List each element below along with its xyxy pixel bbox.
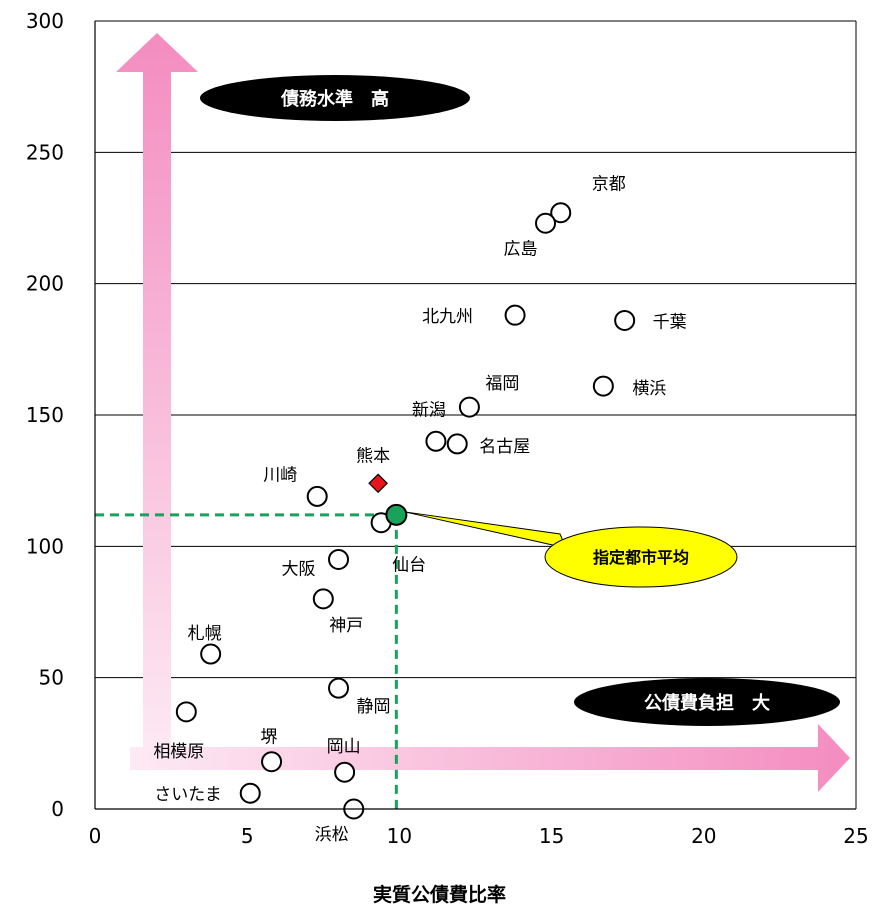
data-point xyxy=(614,309,636,331)
data-point-label: 仙台 xyxy=(392,556,426,576)
data-point-label: 岡山 xyxy=(327,737,361,757)
annotation-oval xyxy=(200,75,470,121)
x-tick-label: 5 xyxy=(241,824,254,848)
y-tick-label: 0 xyxy=(51,797,64,821)
average-callout xyxy=(544,526,738,588)
data-point xyxy=(328,548,350,570)
data-point-label: 川崎 xyxy=(263,465,297,485)
data-point-label: 神戸 xyxy=(329,616,363,636)
data-point-label: 京都 xyxy=(592,175,626,195)
data-point-label: 新潟 xyxy=(412,400,446,420)
data-point xyxy=(306,485,328,507)
x-tick-label: 15 xyxy=(539,824,564,848)
data-point-label: 大阪 xyxy=(282,559,316,579)
x-tick-label: 20 xyxy=(691,824,716,848)
data-point xyxy=(334,761,356,783)
data-point xyxy=(261,751,283,773)
data-point-label: 北九州 xyxy=(422,307,473,327)
data-point-label: 広島 xyxy=(504,239,538,259)
data-point xyxy=(328,677,350,699)
data-point xyxy=(592,375,614,397)
data-point-label: 相模原 xyxy=(153,742,204,762)
data-point xyxy=(535,212,557,234)
y-tick-label: 200 xyxy=(26,272,64,296)
x-tick-label: 25 xyxy=(843,824,868,848)
data-point-label: 浜松 xyxy=(315,825,349,845)
data-point-label: さいたま xyxy=(154,785,222,805)
data-point-label: 名古屋 xyxy=(479,437,530,457)
data-point-label: 千葉 xyxy=(653,312,687,332)
x-tick-label: 10 xyxy=(387,824,412,848)
y-tick-label: 300 xyxy=(26,9,64,33)
annotation-oval xyxy=(574,678,840,726)
data-point-label: 静岡 xyxy=(357,697,391,717)
data-point xyxy=(458,396,480,418)
data-point xyxy=(200,643,222,665)
highlight-point xyxy=(368,473,388,494)
data-point xyxy=(504,304,526,326)
average-point xyxy=(385,503,408,526)
y-tick-label: 150 xyxy=(26,403,64,427)
x-axis-title: 実質公債費比率 xyxy=(372,884,506,906)
data-point xyxy=(175,701,197,723)
data-point xyxy=(239,782,261,804)
y-tick-label: 250 xyxy=(26,140,64,164)
data-point xyxy=(446,433,468,455)
y-tick-label: 50 xyxy=(39,666,64,690)
annotation-burden: 公債費負担 大 xyxy=(644,692,770,714)
data-point-label: 堺 xyxy=(261,728,278,748)
y-tick-label: 100 xyxy=(26,534,64,558)
arrow-right-icon xyxy=(130,724,850,792)
average-label: 指定都市平均 xyxy=(593,548,689,567)
arrow-up-icon xyxy=(116,33,198,760)
data-point-label: 福岡 xyxy=(485,374,519,394)
data-point-label: 横浜 xyxy=(632,379,666,399)
data-point xyxy=(425,430,447,452)
x-tick-label: 0 xyxy=(89,824,102,848)
data-point-label: 札幌 xyxy=(188,624,222,644)
average-callout-pointer xyxy=(404,511,567,549)
annotation-debt-level: 債務水準 高 xyxy=(280,88,389,110)
highlight-label: 熊本 xyxy=(356,446,390,466)
data-point xyxy=(312,588,334,610)
data-point xyxy=(550,202,572,224)
